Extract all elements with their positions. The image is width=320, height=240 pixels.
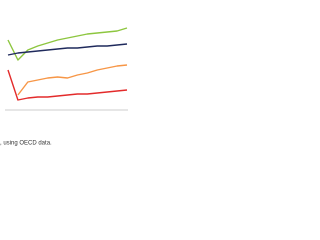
series-line	[7, 27, 128, 61]
chart: , using OECD data.	[0, 27, 128, 147]
series-line	[17, 64, 128, 96]
series-line	[7, 69, 128, 101]
series-line	[7, 43, 128, 56]
source-note: , using OECD data.	[0, 141, 52, 147]
